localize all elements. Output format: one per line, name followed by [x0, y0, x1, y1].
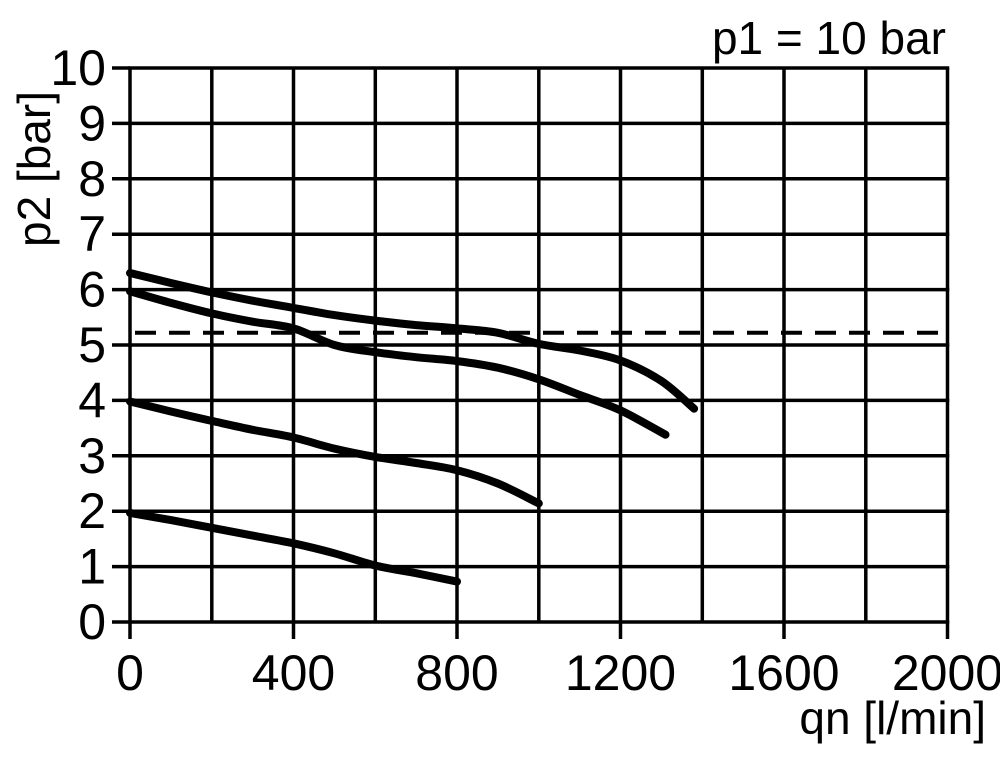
y-tick-label: 6 — [78, 262, 106, 318]
x-tick-label: 2000 — [892, 645, 1000, 701]
y-axis-label: p2 [bar] — [8, 91, 60, 247]
x-axis-label: qn [l/min] — [799, 692, 986, 744]
y-tick-label: 5 — [78, 317, 106, 373]
grid — [128, 66, 950, 624]
y-tick-label: 7 — [78, 206, 106, 262]
y-tick-label: 8 — [78, 151, 106, 207]
y-tick-label: 4 — [78, 372, 106, 428]
y-tick-label: 0 — [78, 594, 106, 650]
curve-set-6.3-bar — [126, 269, 699, 413]
x-tick-label: 1200 — [565, 645, 676, 701]
x-axis-tick-labels: 0 400 800 1200 1600 2000 — [116, 645, 1000, 701]
x-tick-label: 400 — [252, 645, 335, 701]
curve-set-4.0-bar — [126, 397, 543, 508]
curves — [126, 269, 699, 586]
x-tick-label: 800 — [415, 645, 498, 701]
axis-ticks — [112, 66, 950, 639]
y-tick-label: 2 — [78, 483, 106, 539]
y-tick-label: 10 — [50, 40, 106, 96]
x-tick-label: 1600 — [728, 645, 839, 701]
y-tick-label: 9 — [78, 95, 106, 151]
x-tick-label: 0 — [116, 645, 144, 701]
curve-set-6.0-bar — [126, 287, 670, 439]
chart-title: p1 = 10 bar — [712, 12, 946, 64]
y-tick-label: 3 — [78, 428, 106, 484]
y-tick-label: 1 — [78, 539, 106, 595]
curve-set-2.0-bar — [126, 508, 461, 586]
